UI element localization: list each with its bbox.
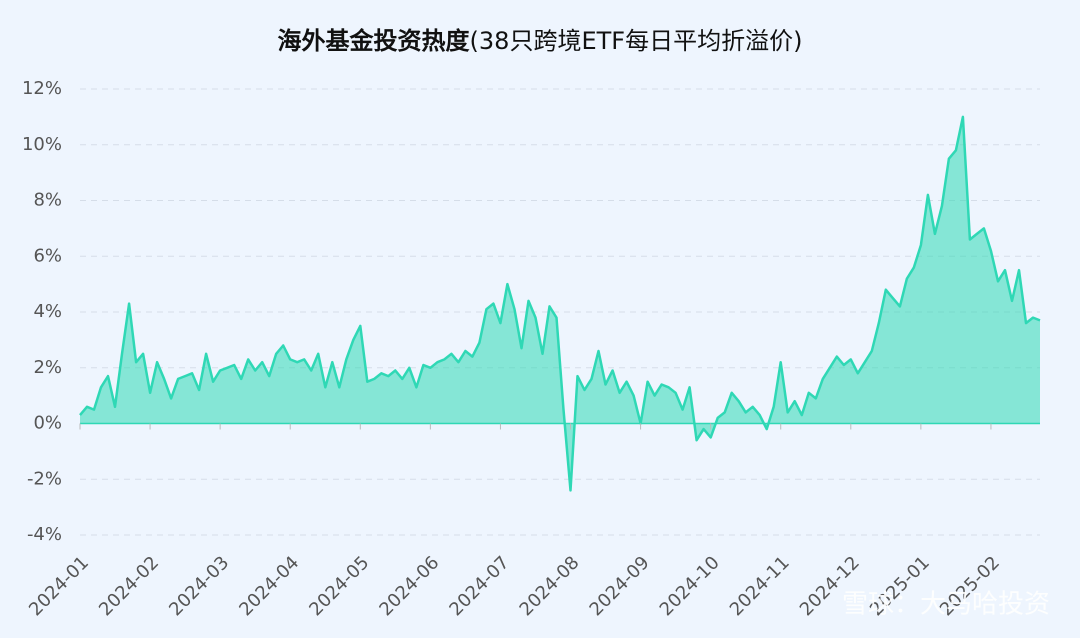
y-tick-label: 0% <box>33 413 62 434</box>
y-tick-label: -2% <box>27 468 62 489</box>
chart-title: 海外基金投资热度(38只跨境ETF每日平均折溢价) <box>278 27 803 55</box>
area <box>80 116 1040 491</box>
y-tick-label: -4% <box>27 524 62 545</box>
y-tick-label: 2% <box>33 357 62 378</box>
y-tick-label: 12% <box>22 78 62 99</box>
y-tick-label: 6% <box>33 245 62 266</box>
y-tick-label: 4% <box>33 301 62 322</box>
line <box>79 115 1041 492</box>
title-sub: (38只跨境ETF每日平均折溢价) <box>470 27 803 55</box>
title-main: 海外基金投资热度 <box>278 27 471 55</box>
y-tick-label: 8% <box>33 190 62 211</box>
y-tick-label: 10% <box>22 134 62 155</box>
watermark: 雪球：大马哈投资 <box>842 590 1050 620</box>
